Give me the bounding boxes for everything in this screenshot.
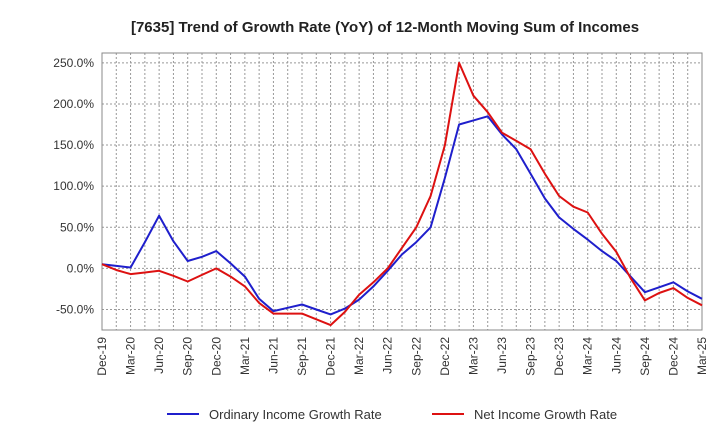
x-tick-label: Mar-24 (581, 337, 595, 375)
x-tick-label: Jun-22 (381, 337, 395, 374)
x-tick-label: Mar-20 (124, 337, 138, 375)
x-tick-label: Sep-20 (181, 337, 195, 376)
x-tick-label: Jun-21 (266, 337, 280, 374)
legend-label-2: Net Income Growth Rate (474, 407, 617, 422)
x-tick-label: Dec-23 (552, 337, 566, 376)
x-tick-label: Dec-21 (324, 337, 338, 376)
legend-label-1: Ordinary Income Growth Rate (209, 407, 382, 422)
x-tick-label: Dec-22 (438, 337, 452, 376)
x-tick-label: Sep-23 (524, 337, 538, 376)
y-tick-label: 250.0% (53, 56, 94, 70)
x-tick-label: Jun-20 (152, 337, 166, 374)
series-line-2 (101, 61, 703, 327)
x-tick-label: Mar-23 (466, 337, 480, 375)
y-tick-label: 150.0% (53, 138, 94, 152)
chart-title: [7635] Trend of Growth Rate (YoY) of 12-… (131, 19, 639, 36)
plot-frame (101, 52, 703, 331)
x-tick-label: Dec-24 (666, 337, 680, 376)
x-tick-label: Mar-25 (695, 337, 709, 375)
x-tick-label: Dec-20 (209, 337, 223, 376)
y-tick-label: 0.0% (67, 261, 95, 275)
series-layer (101, 61, 703, 327)
legend: Ordinary Income Growth Rate Net Income Gr… (167, 407, 617, 422)
x-tick-label: Jun-23 (495, 337, 509, 374)
x-tick-label: Sep-22 (409, 337, 423, 376)
y-tick-label: 200.0% (53, 97, 94, 111)
y-tick-label: 100.0% (53, 179, 94, 193)
y-tick-label: -50.0% (56, 302, 94, 316)
x-tick-label: Sep-21 (295, 337, 309, 376)
x-tick-label: Jun-24 (609, 337, 623, 374)
grid-lines (101, 53, 703, 330)
y-axis: 250.0% 200.0% 150.0% 100.0% 50.0% 0.0% -50.0% (53, 56, 94, 317)
series-line-1 (101, 115, 703, 316)
x-tick-label: Sep-24 (638, 337, 652, 376)
x-tick-label: Dec-19 (95, 337, 109, 376)
y-tick-label: 50.0% (60, 220, 94, 234)
x-tick-label: Mar-22 (352, 337, 366, 375)
x-axis: Dec-19 Mar-20 Jun-20 Sep-20 Dec-20 Mar-21 Jun-… (95, 337, 709, 376)
x-tick-label: Mar-21 (238, 337, 252, 375)
